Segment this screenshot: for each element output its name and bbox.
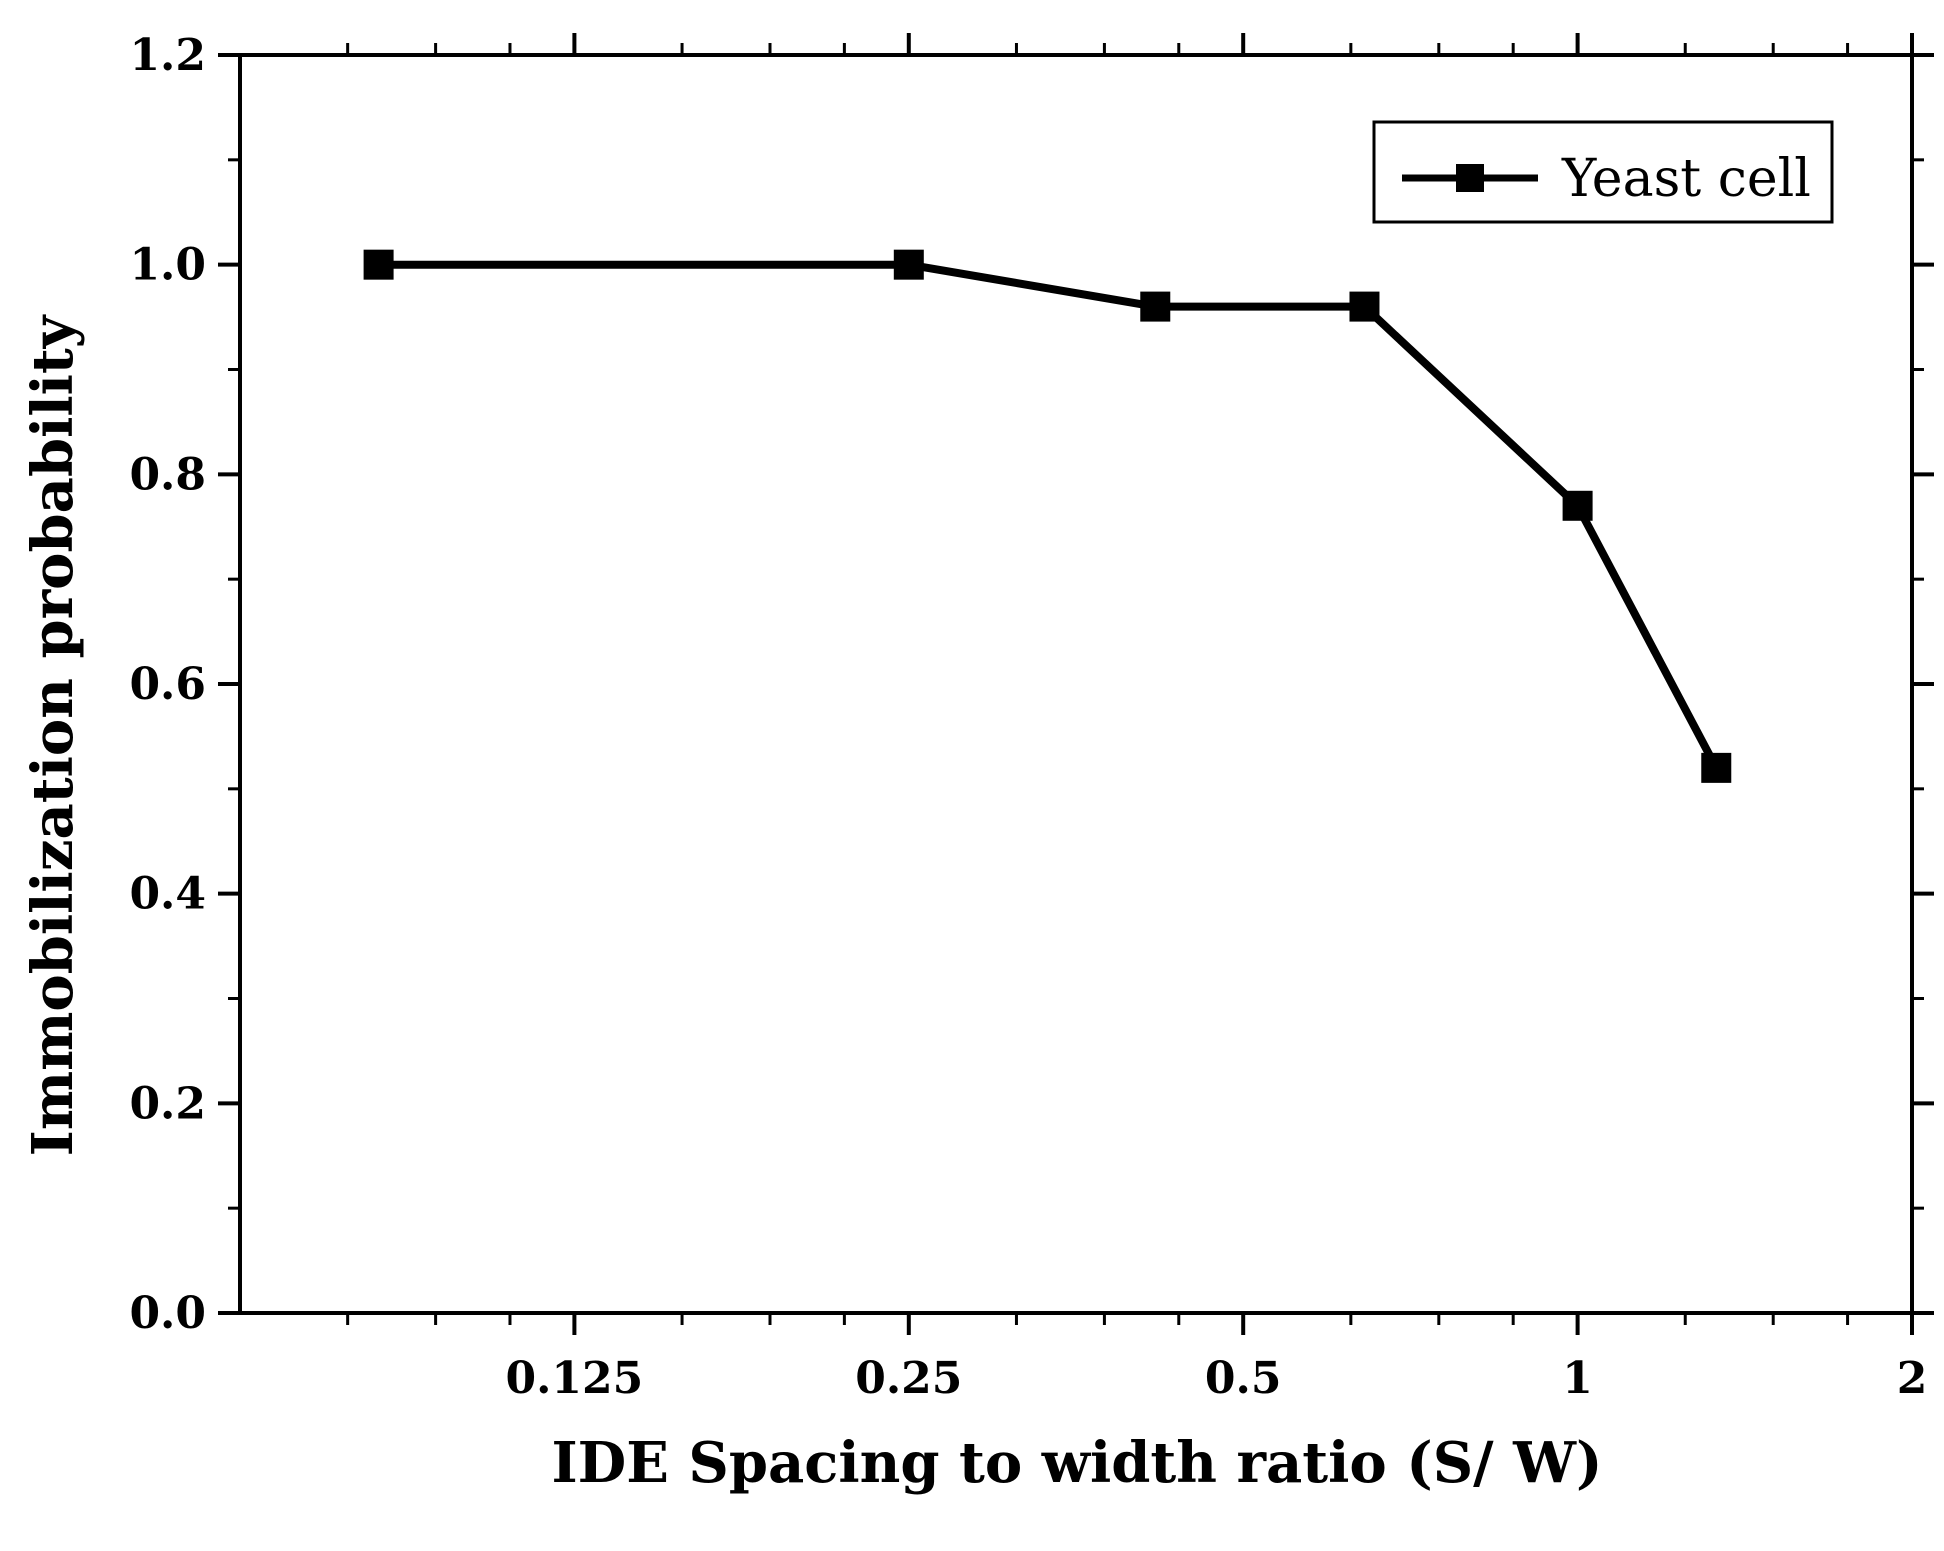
legend-box	[1372, 120, 1834, 224]
data-point-0-2	[1140, 291, 1171, 322]
y-tick-label-2: 0.4	[129, 869, 206, 920]
y-tick-label-3: 0.6	[129, 659, 206, 710]
data-point-0-4	[1562, 490, 1593, 521]
y-tick-label-1: 0.2	[129, 1078, 206, 1129]
y-tick-labels: 0.0 0.2 0.4 0.6 0.8 1.0 1.2	[129, 30, 206, 1339]
legend-label: Yeast cell	[1561, 149, 1811, 209]
series-layer	[363, 249, 1732, 783]
legend: Yeast cell	[1372, 120, 1834, 224]
x-tick-label-2: 0.5	[1205, 1353, 1282, 1404]
plot-frame	[238, 53, 1914, 1315]
y-axis-title: Immobilization probability	[20, 314, 86, 1156]
data-point-0-0	[363, 249, 394, 280]
x-tick-label-1: 0.25	[855, 1353, 962, 1404]
data-point-0-3	[1349, 291, 1380, 322]
x-axis-title: IDE Spacing to width ratio (S/ W)	[551, 1430, 1602, 1496]
minor-ticks	[228, 43, 1924, 1325]
legend-marker	[1456, 164, 1484, 192]
y-tick-label-0: 0.0	[129, 1288, 206, 1339]
x-tick-label-0: 0.125	[506, 1353, 644, 1404]
x-tick-labels: 0.125 0.25 0.5 1 2	[506, 1353, 1928, 1404]
x-tick-label-4: 2	[1897, 1353, 1928, 1404]
y-tick-label-5: 1.0	[129, 240, 206, 291]
x-tick-label-3: 1	[1562, 1353, 1593, 1404]
data-point-0-5	[1701, 752, 1732, 783]
major-ticks	[218, 33, 1934, 1335]
data-point-0-1	[893, 249, 924, 280]
y-tick-label-4: 0.8	[129, 449, 206, 500]
y-tick-label-6: 1.2	[129, 30, 206, 81]
series-line-0	[378, 260, 1720, 770]
